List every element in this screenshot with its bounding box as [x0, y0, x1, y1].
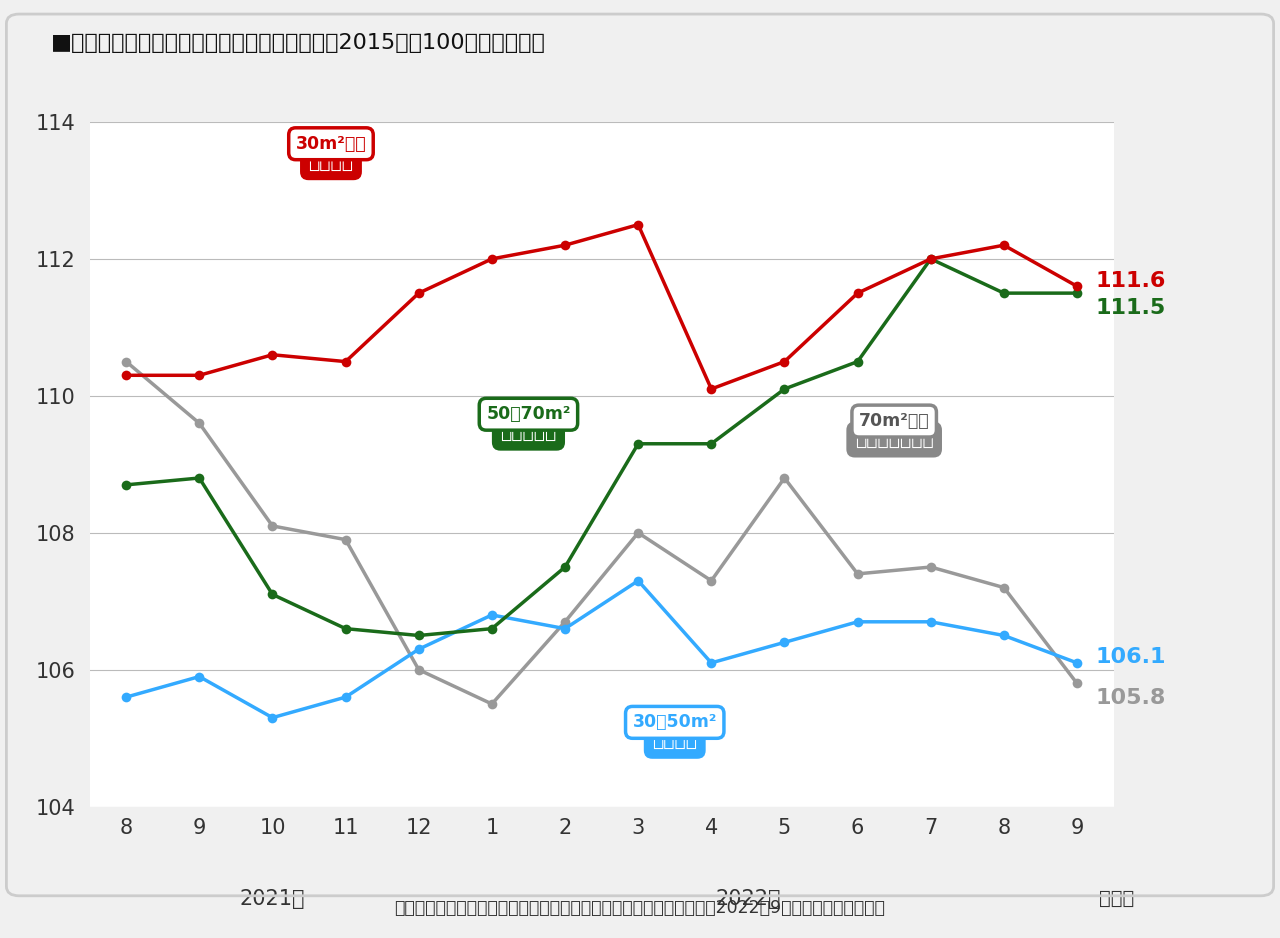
Text: 111.6: 111.6	[1096, 271, 1166, 291]
Text: 30～50m²: 30～50m²	[632, 714, 717, 732]
Text: ファミリー: ファミリー	[500, 423, 557, 442]
Text: （月）: （月）	[1100, 889, 1134, 908]
Text: 2022年: 2022年	[716, 889, 781, 909]
Text: 30m²未満: 30m²未満	[296, 135, 366, 153]
Text: 2021年: 2021年	[239, 889, 305, 909]
Text: 70m²以上: 70m²以上	[859, 412, 929, 431]
Text: 111.5: 111.5	[1096, 298, 1166, 318]
Text: ■名古屋市－マンション平均家賌指数の推移（2015年＝100としたもの）: ■名古屋市－マンション平均家賌指数の推移（2015年＝100としたもの）	[51, 33, 547, 53]
Text: 50～70m²: 50～70m²	[486, 405, 571, 423]
Text: シングル: シングル	[308, 153, 353, 172]
Text: 106.1: 106.1	[1096, 647, 1166, 668]
Text: 出典：全国主要都市の「購貸マンション・アパート」募集家賌動向！2022年9月）アットホーム調べ: 出典：全国主要都市の「購貸マンション・アパート」募集家賌動向！2022年9月）ア…	[394, 900, 886, 917]
Text: 大型ファミリー: 大型ファミリー	[855, 431, 933, 449]
Text: カップル: カップル	[653, 732, 698, 750]
Text: 105.8: 105.8	[1096, 688, 1166, 708]
